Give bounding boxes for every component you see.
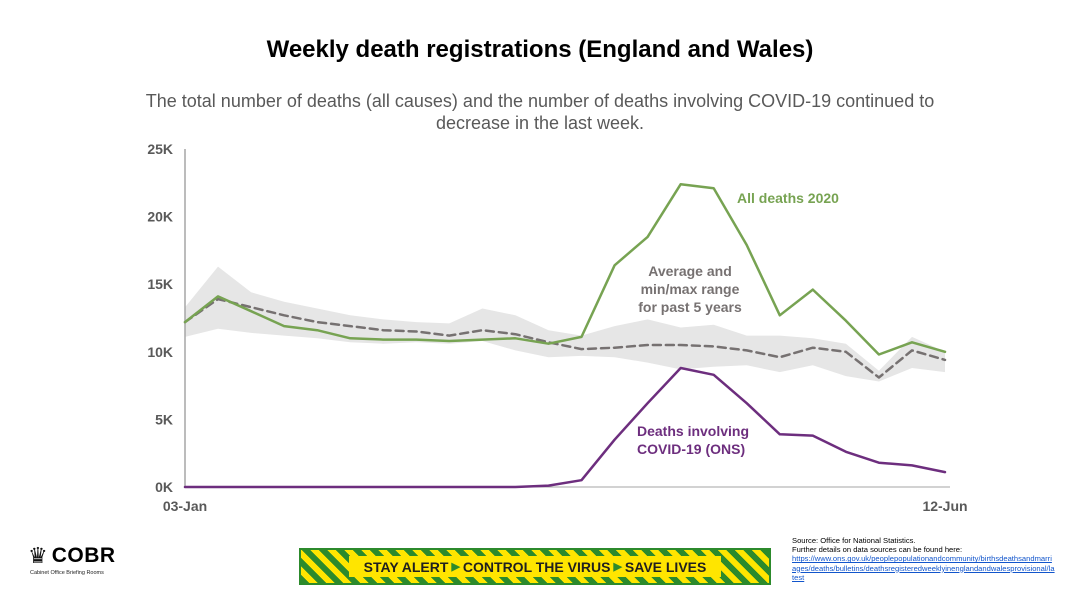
- source-line-1: Source: Office for National Statistics.: [792, 536, 916, 545]
- source-line-2: Further details on data sources can be f…: [792, 545, 963, 555]
- y-tick-label: 20K: [147, 209, 173, 225]
- banner-text: STAY ALERT ▶ CONTROL THE VIRUS ▶ SAVE LI…: [349, 556, 721, 577]
- y-tick-label: 25K: [147, 141, 173, 157]
- series-annotation-label: for past 5 years: [638, 299, 742, 315]
- page-title: Weekly death registrations (England and …: [266, 36, 814, 63]
- y-tick-label: 0K: [155, 479, 173, 495]
- page-subtitle: The total number of deaths (all causes) …: [145, 91, 935, 133]
- cobr-logo-text: COBR: [51, 544, 116, 567]
- y-tick-label: 10K: [147, 344, 173, 360]
- x-tick-label-end: 12-Jun: [922, 498, 967, 514]
- series-annotation-label: Deaths involving: [637, 423, 749, 439]
- cobr-logo-subtitle: Cabinet Office Briefing Rooms: [30, 570, 104, 576]
- source-note: Source: Office for National Statistics. …: [792, 536, 1056, 582]
- y-tick-label: 15K: [147, 276, 173, 292]
- banner-part-2: CONTROL THE VIRUS: [462, 558, 611, 575]
- all-deaths-2020-line: [183, 182, 947, 356]
- source-link[interactable]: https://www.ons.gov.uk/peoplepopulationa…: [792, 554, 1055, 582]
- x-tick-label-start: 03-Jan: [163, 498, 207, 514]
- banner-arrow-icon: ▶: [613, 561, 622, 573]
- average-5-years-line: [183, 297, 947, 379]
- stay-alert-banner: STAY ALERT ▶ CONTROL THE VIRUS ▶ SAVE LI…: [299, 548, 771, 585]
- banner-part-1: STAY ALERT: [363, 558, 449, 575]
- covid-deaths-line: [183, 366, 947, 489]
- series-annotation-label: COVID-19 (ONS): [637, 441, 745, 457]
- cobr-logo: ♛ COBR Cabinet Office Briefing Rooms: [28, 543, 116, 576]
- royal-crest-icon: ♛: [28, 543, 48, 568]
- banner-part-3: SAVE LIVES: [624, 558, 707, 575]
- y-tick-label: 5K: [155, 411, 173, 427]
- banner-arrow-icon: ▶: [451, 561, 460, 573]
- range-band-past-5-years: [185, 266, 945, 382]
- series-annotation-label: min/max range: [641, 281, 740, 297]
- series-annotation-label: All deaths 2020: [737, 190, 839, 206]
- series-annotation-label: Average and: [648, 263, 732, 279]
